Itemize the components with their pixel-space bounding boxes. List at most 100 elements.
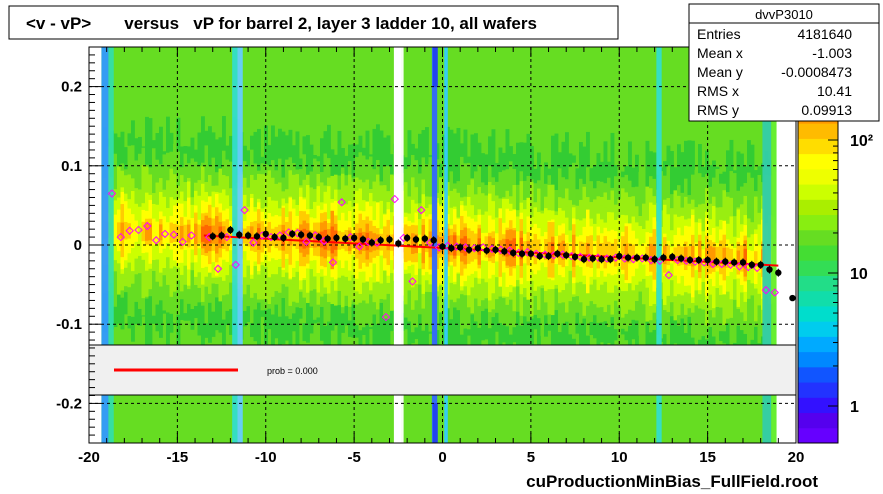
stats-row-label: RMS x: [697, 83, 739, 99]
black-marker: [571, 253, 579, 261]
colorbar-segment: [798, 397, 838, 414]
black-marker: [289, 230, 296, 238]
black-marker: [704, 256, 711, 264]
magenta-marker: [151, 236, 161, 245]
footer-filename: cuProductionMinBias_FullField.root: [526, 472, 818, 491]
black-marker: [448, 244, 455, 252]
y-tick-label: -0.1: [56, 316, 82, 333]
colorbar-segment: [798, 305, 838, 322]
x-tick-label: -20: [78, 449, 100, 466]
black-marker: [209, 233, 216, 240]
stats-row-value: 0.09913: [801, 102, 852, 118]
magenta-marker: [125, 226, 134, 235]
colorbar-segment: [798, 351, 838, 368]
black-marker: [350, 234, 358, 242]
black-marker: [359, 236, 367, 243]
black-marker: [624, 254, 632, 261]
stats-row-value: 10.41: [817, 83, 852, 99]
legend-fit-label: prob = 0.000: [267, 366, 318, 376]
magenta-marker: [116, 232, 126, 242]
x-tick-label: 20: [788, 449, 805, 466]
black-marker: [766, 266, 773, 273]
black-marker: [757, 261, 764, 268]
colorbar-segment: [798, 275, 838, 292]
title-box: <v - vP> versus vP for barrel 2, layer 3…: [8, 5, 619, 40]
black-marker: [527, 250, 535, 257]
black-marker: [280, 234, 287, 242]
black-marker: [253, 233, 261, 240]
colorbar-segment: [798, 123, 838, 139]
black-marker: [412, 236, 420, 243]
magenta-marker: [231, 260, 240, 270]
black-marker: [386, 236, 393, 243]
stats-row-label: RMS y: [697, 102, 739, 118]
black-marker: [456, 244, 464, 251]
black-marker: [789, 294, 796, 302]
black-marker: [651, 256, 658, 263]
colorbar-segment: [798, 321, 838, 337]
stats-box-name: dvvP3010: [755, 7, 813, 22]
black-marker: [589, 255, 596, 262]
stats-row-value: -0.0008473: [781, 64, 852, 80]
magenta-marker: [390, 194, 399, 204]
colorbar-tick-label: 10: [850, 266, 868, 283]
black-marker: [722, 258, 729, 265]
colorbar-segment: [798, 412, 838, 429]
magenta-marker: [337, 198, 346, 207]
colorbar-tick-label: 1: [850, 399, 859, 416]
black-marker: [501, 248, 508, 255]
black-marker: [315, 233, 322, 241]
black-marker: [510, 249, 517, 257]
y-tick-label: 0.2: [61, 79, 82, 96]
colorbar-segment: [798, 184, 838, 200]
magenta-marker: [664, 270, 673, 280]
colorbar-segment: [798, 138, 838, 155]
colorbar-segment: [798, 290, 838, 307]
magenta-marker: [478, 243, 488, 252]
magenta-marker: [417, 205, 426, 215]
magenta-marker: [505, 246, 514, 255]
black-marker: [669, 253, 676, 261]
magenta-marker: [213, 264, 223, 273]
magenta-marker: [160, 229, 170, 239]
colorbar-segment: [798, 382, 838, 398]
colorbar-segment: [798, 214, 838, 231]
black-marker: [306, 232, 314, 239]
black-marker: [430, 237, 437, 244]
stats-row-value: 4181640: [797, 26, 852, 42]
black-marker: [775, 269, 782, 276]
black-marker: [218, 232, 225, 239]
colorbar-segment: [798, 260, 838, 276]
black-marker: [324, 235, 331, 242]
axes: -20 -15 -10 -5 0 5 10 15 20 0.2 0.1 0 -0.1 -0.2: [56, 46, 805, 466]
x-tick-label: 10: [611, 449, 628, 466]
black-marker: [686, 256, 694, 264]
colorbar-segment: [798, 245, 838, 261]
black-marker: [633, 254, 641, 261]
colorbar-segment: [798, 229, 838, 246]
colorbar-segment: [798, 366, 838, 383]
y-tick-label: 0.1: [61, 158, 82, 175]
black-marker: [580, 256, 588, 263]
black-marker: [730, 259, 738, 266]
y-tick-label: -0.2: [56, 395, 82, 412]
heatmap: [89, 47, 796, 443]
black-marker: [262, 230, 269, 238]
black-marker: [660, 254, 667, 261]
black-marker: [483, 247, 490, 254]
black-marker: [545, 252, 552, 260]
colorbar-tick-label: 10²: [850, 133, 873, 150]
black-marker: [342, 235, 349, 242]
x-tick-label: -10: [255, 449, 277, 466]
colorbar-segment: [798, 153, 838, 170]
colorbar-segment: [798, 427, 838, 444]
black-marker: [536, 252, 543, 260]
black-marker: [677, 255, 685, 262]
stats-row-value: -1.003: [812, 45, 852, 61]
magenta-marker: [187, 231, 196, 240]
fit-legend: prob = 0.000: [88, 344, 797, 396]
colorbar-segment: [798, 168, 838, 185]
colorbar-segment: [798, 336, 838, 353]
black-marker: [421, 235, 429, 242]
magenta-marker: [328, 258, 338, 267]
